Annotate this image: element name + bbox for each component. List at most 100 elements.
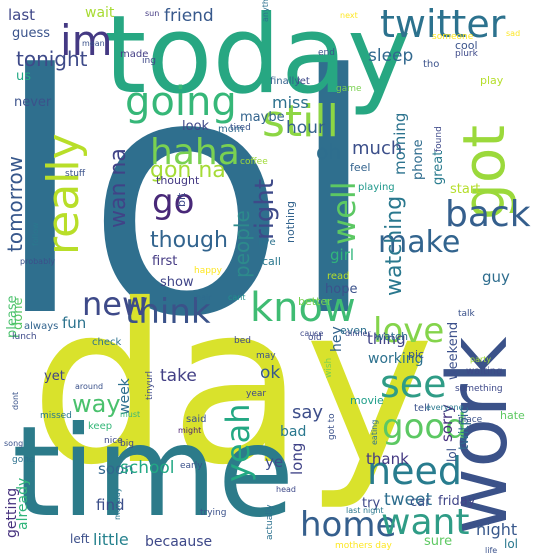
word: im bbox=[60, 16, 113, 65]
word: still bbox=[262, 96, 339, 147]
word: never bbox=[14, 95, 52, 110]
word: though bbox=[150, 228, 228, 253]
word: find bbox=[96, 496, 125, 514]
word: must bbox=[120, 410, 141, 419]
word: well bbox=[325, 181, 363, 245]
word: place bbox=[458, 415, 483, 425]
word: hope bbox=[325, 282, 358, 297]
word: sleep bbox=[368, 46, 414, 66]
word: last night bbox=[346, 506, 384, 515]
word: mothers day bbox=[335, 541, 392, 551]
word: nothing bbox=[284, 201, 297, 243]
word: early bbox=[180, 461, 203, 471]
word: long bbox=[288, 442, 306, 475]
word: play bbox=[480, 74, 504, 87]
word: watching bbox=[382, 195, 407, 296]
word: anything bbox=[261, 0, 270, 22]
word: yet bbox=[44, 369, 65, 384]
word: last bbox=[8, 6, 36, 24]
word: thank bbox=[366, 450, 409, 468]
word: ye bbox=[265, 453, 284, 471]
word: mean bbox=[82, 39, 105, 48]
word: us bbox=[16, 69, 32, 84]
word: already bbox=[15, 477, 31, 530]
word: start bbox=[450, 182, 481, 197]
word: people bbox=[230, 210, 254, 278]
word: home bbox=[300, 505, 397, 545]
word: new bbox=[82, 285, 149, 323]
word: song bbox=[4, 439, 24, 448]
word: watch bbox=[375, 330, 409, 343]
word: night bbox=[476, 520, 518, 539]
word: probably bbox=[20, 257, 56, 266]
word: bit bbox=[175, 192, 188, 207]
word: finally bbox=[270, 76, 301, 87]
word: school bbox=[120, 458, 175, 478]
word: friday bbox=[438, 494, 476, 509]
word: better bbox=[298, 295, 332, 308]
word: wait bbox=[85, 5, 115, 21]
word: hate bbox=[500, 409, 525, 422]
word: lol bbox=[445, 447, 459, 462]
word: read bbox=[327, 271, 350, 282]
word: let bbox=[297, 76, 310, 87]
word: maybe bbox=[240, 110, 285, 125]
word: lol bbox=[0, 5, 380, 389]
word: live bbox=[258, 237, 276, 248]
word: girl bbox=[330, 246, 355, 264]
word: hour bbox=[286, 118, 325, 138]
word: keep bbox=[88, 421, 113, 432]
word: movie bbox=[350, 394, 384, 407]
word: always bbox=[24, 321, 59, 332]
word: go bbox=[152, 182, 195, 222]
word: tho bbox=[423, 59, 440, 70]
word: guy bbox=[482, 268, 510, 286]
word: trying bbox=[200, 508, 227, 518]
word: tired bbox=[230, 123, 251, 133]
word: love bbox=[373, 311, 445, 351]
word: plurk bbox=[455, 49, 478, 59]
word: said bbox=[186, 414, 207, 425]
word: becaause bbox=[145, 534, 213, 550]
word: feel bbox=[350, 161, 371, 174]
word: oh bbox=[316, 140, 341, 164]
word: game bbox=[336, 84, 362, 94]
word: bad bbox=[280, 424, 307, 440]
word: missed bbox=[40, 411, 72, 421]
word: guess bbox=[12, 26, 51, 41]
word: someone bbox=[432, 32, 474, 42]
word: cause bbox=[300, 329, 324, 338]
word: old bbox=[308, 333, 322, 343]
word: see bbox=[380, 362, 447, 406]
word: need bbox=[367, 449, 462, 493]
word: stuff bbox=[65, 169, 86, 179]
word: try bbox=[362, 496, 381, 511]
word: actually bbox=[265, 504, 275, 540]
word: waiting bbox=[466, 366, 503, 377]
word: mom bbox=[218, 124, 244, 135]
word: sure bbox=[424, 534, 453, 549]
word: fun bbox=[62, 314, 87, 332]
word: look bbox=[182, 119, 210, 134]
word: time bbox=[12, 400, 295, 545]
word: check bbox=[92, 337, 122, 348]
word: day bbox=[30, 257, 435, 513]
word: may bbox=[256, 351, 276, 361]
word: weekend bbox=[446, 321, 461, 380]
word: great bbox=[431, 150, 446, 185]
word: left bbox=[70, 532, 90, 546]
word: friend bbox=[164, 6, 214, 26]
word: little bbox=[93, 530, 129, 549]
word: hair bbox=[196, 293, 212, 302]
word: right bbox=[250, 178, 280, 240]
word: take bbox=[160, 366, 197, 386]
word: tweet bbox=[384, 490, 433, 510]
word: say bbox=[292, 402, 324, 423]
word: party bbox=[470, 355, 492, 364]
word: coffee bbox=[240, 157, 268, 167]
word: found bbox=[434, 126, 444, 152]
word: tell bbox=[414, 403, 430, 414]
word: year bbox=[246, 389, 267, 399]
word: yeah bbox=[219, 403, 257, 482]
word: next bbox=[340, 11, 358, 20]
